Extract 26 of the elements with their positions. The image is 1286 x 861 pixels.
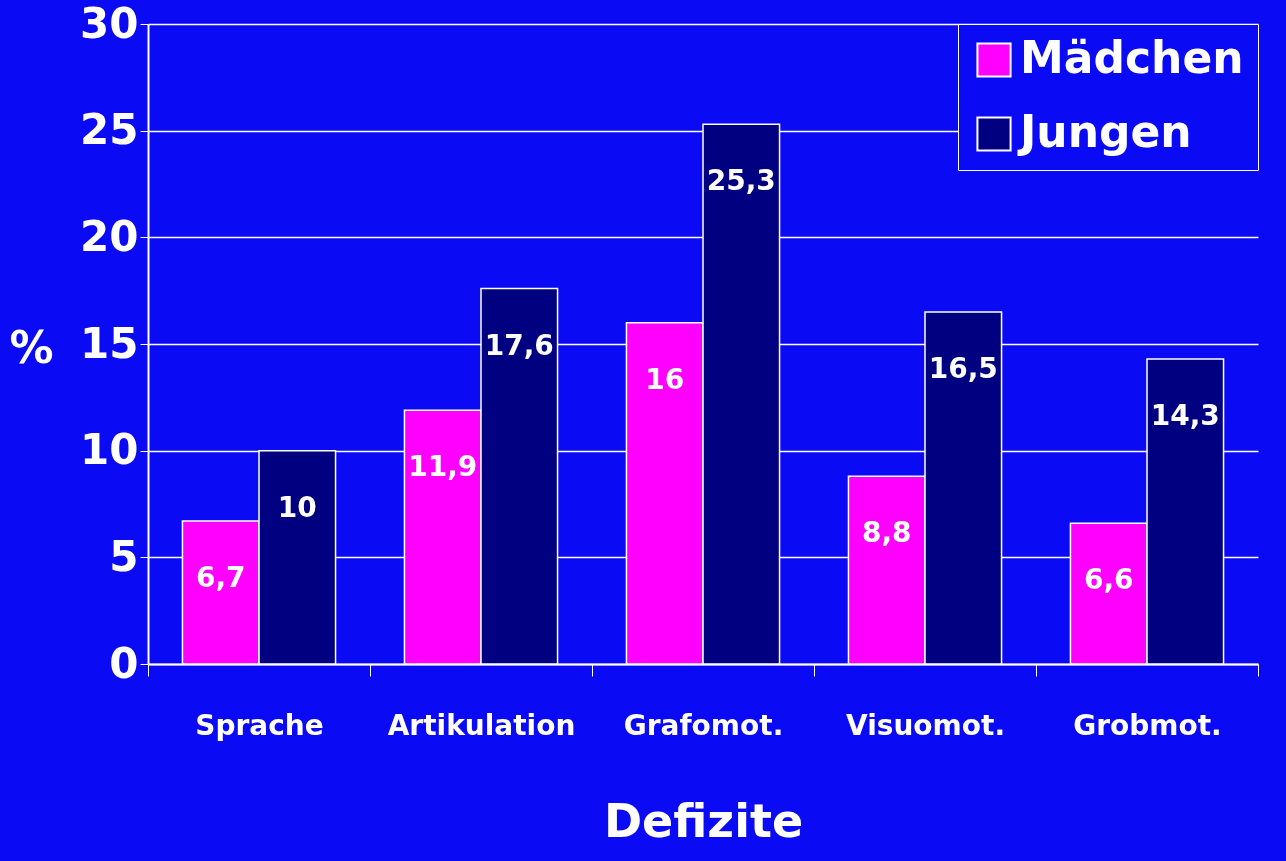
y-tick-label: 15 xyxy=(80,318,139,368)
data-label: 11,9 xyxy=(408,450,478,484)
x-tick-label: Grafomot. xyxy=(623,708,784,742)
y-tick-label: 5 xyxy=(109,531,139,581)
data-label: 17,6 xyxy=(484,328,554,362)
y-axis-title: % xyxy=(9,321,54,373)
data-label: 14,3 xyxy=(1150,398,1220,432)
y-tick-label: 20 xyxy=(80,211,139,261)
x-tick-label: Sprache xyxy=(195,708,324,742)
legend-label: Jungen xyxy=(1017,106,1192,157)
y-tick-label: 25 xyxy=(80,105,139,155)
x-tick-label: Artikulation xyxy=(387,708,576,742)
y-tick-label: 0 xyxy=(109,638,139,688)
x-tick-label: Grobmot. xyxy=(1073,708,1222,742)
x-axis-title: Defizite xyxy=(603,793,804,848)
data-label: 6,7 xyxy=(195,561,246,595)
data-label: 16 xyxy=(645,362,685,396)
data-label: 16,5 xyxy=(928,352,998,385)
y-tick-label: 10 xyxy=(80,425,139,475)
x-tick-label: Visuomot. xyxy=(845,708,1006,742)
data-label: 6,6 xyxy=(1083,563,1134,597)
data-label: 25,3 xyxy=(706,164,776,198)
legend-label: Mädchen xyxy=(1020,32,1244,83)
data-label: 8,8 xyxy=(861,516,912,550)
y-tick-label: 30 xyxy=(80,0,139,48)
data-label: 10 xyxy=(277,490,317,524)
